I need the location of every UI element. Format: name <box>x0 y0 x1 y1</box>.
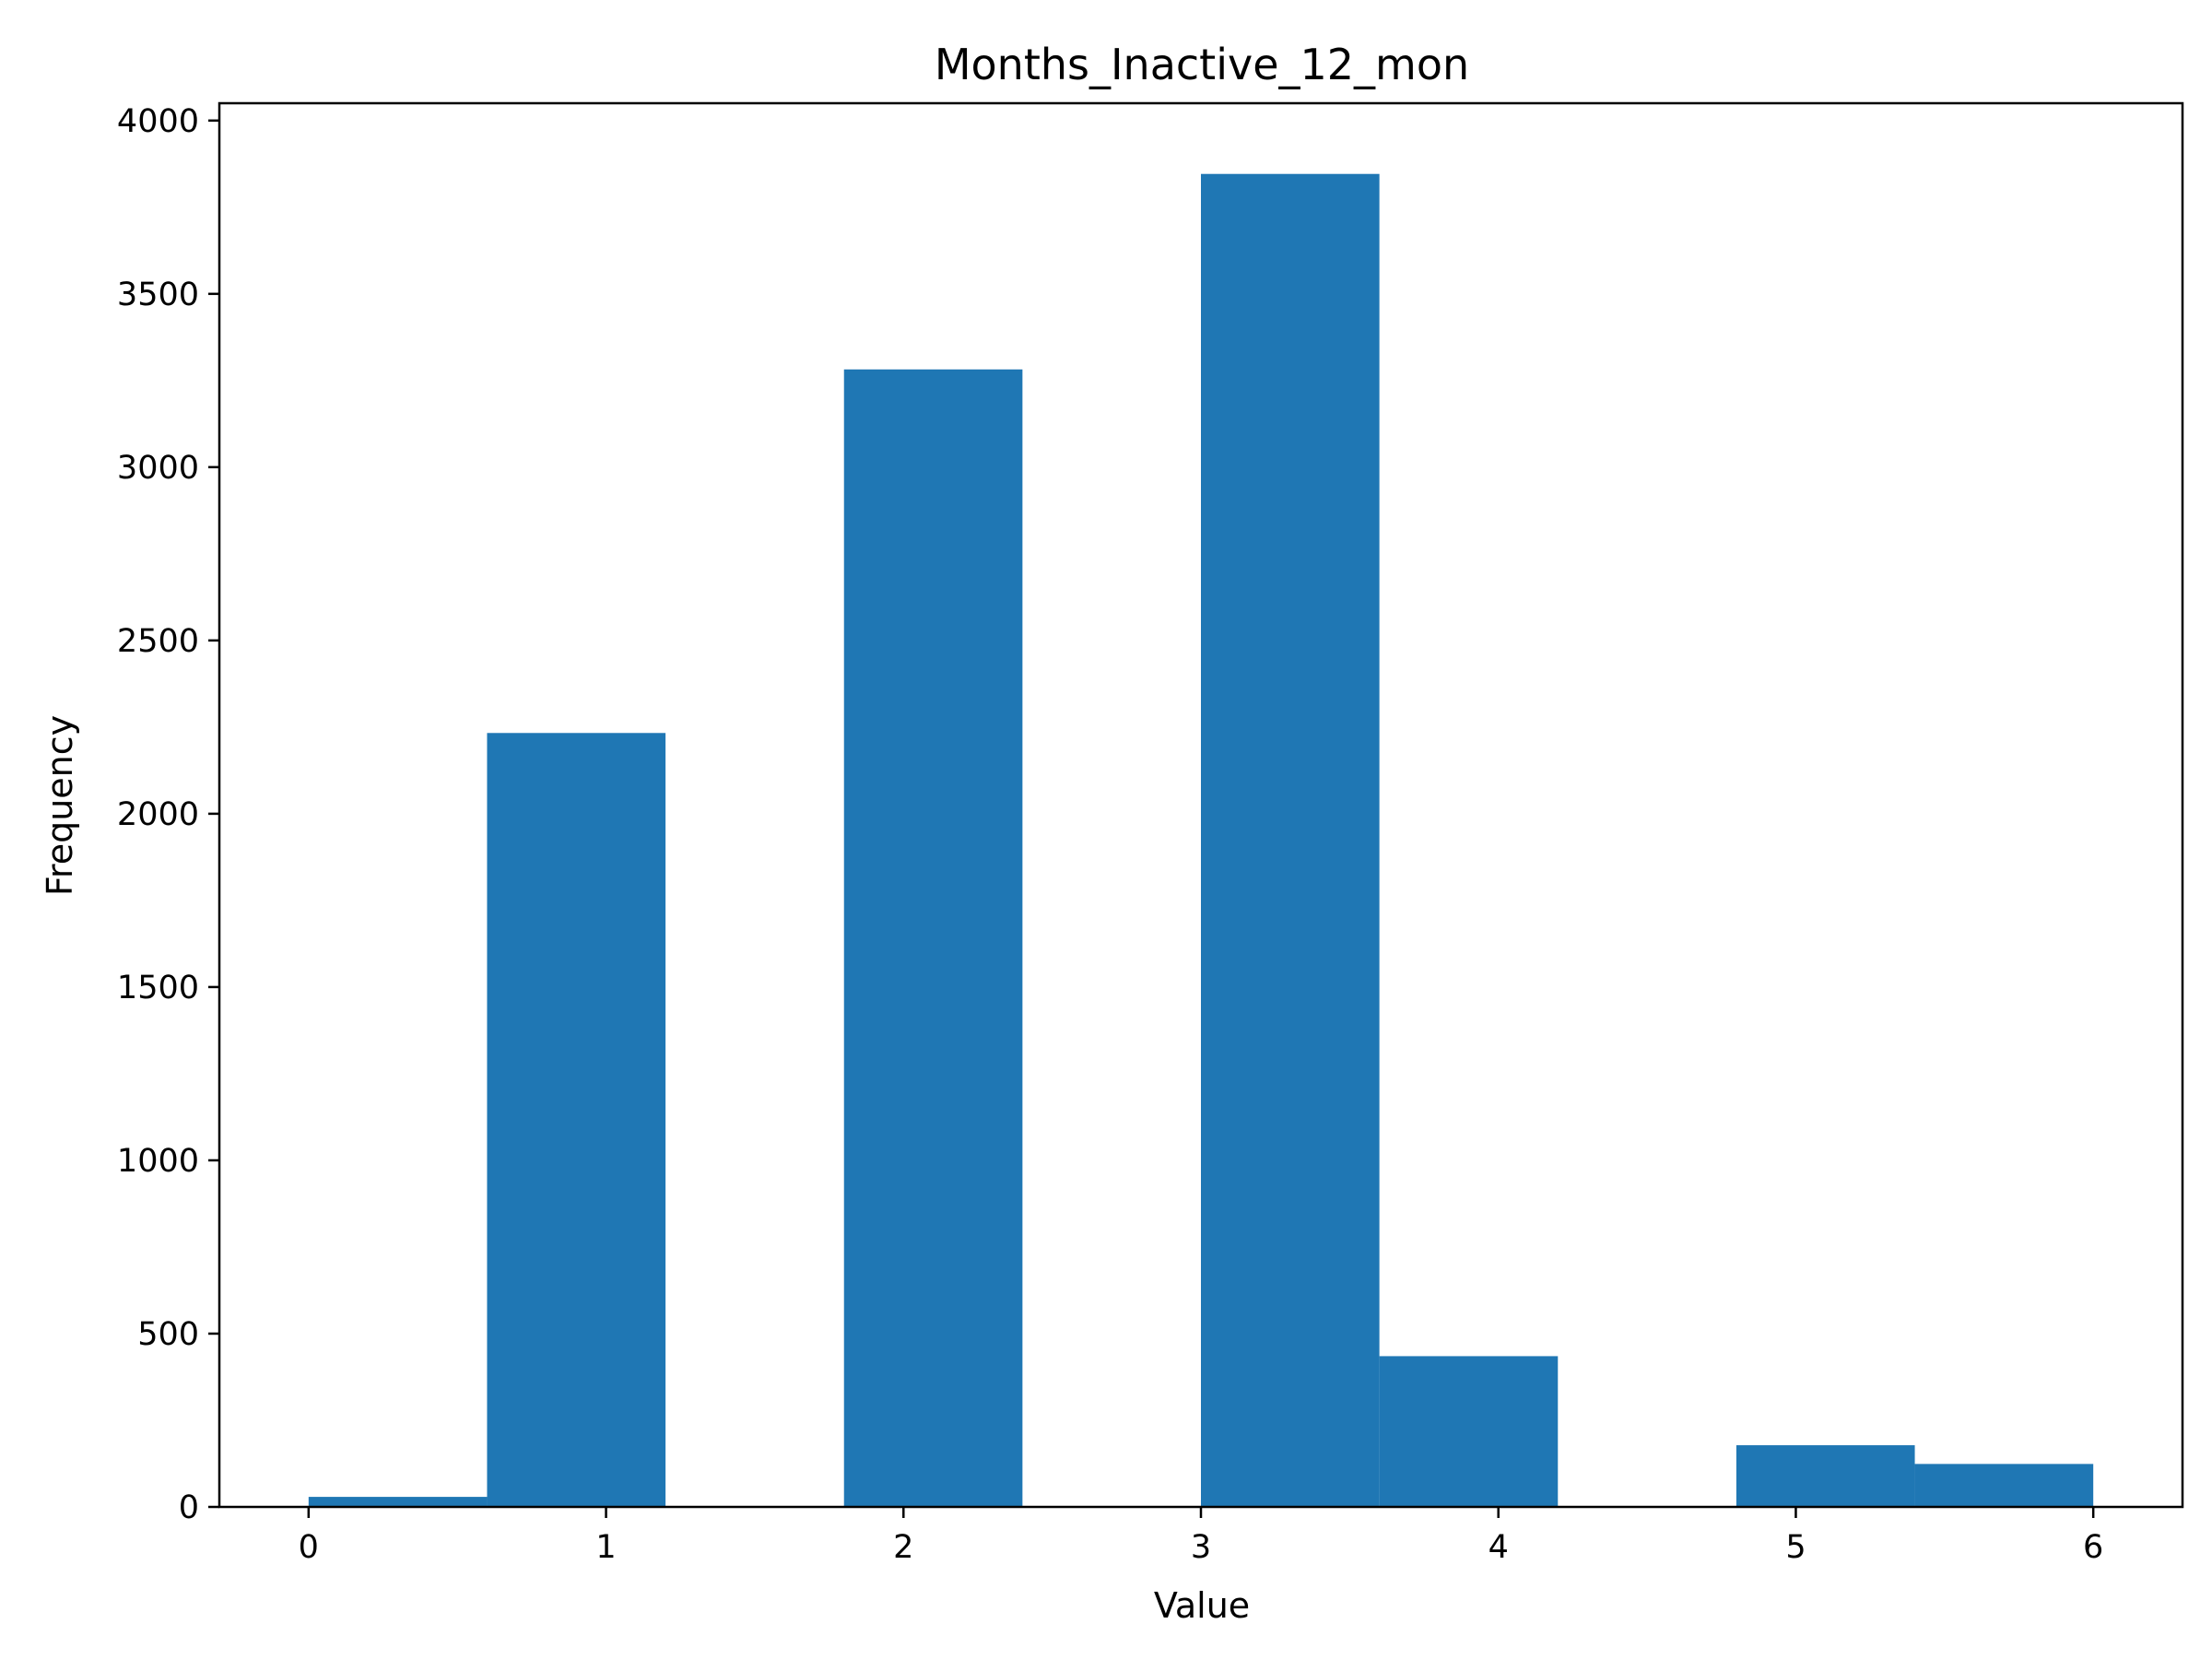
x-tick-label: 4 <box>1488 1529 1509 1566</box>
histogram-bar-9 <box>1914 1464 2094 1507</box>
y-axis-label: Frequency <box>40 715 80 896</box>
histogram-bar-6 <box>1379 1356 1559 1507</box>
histogram-bar-1 <box>487 733 666 1507</box>
histogram-bar-0 <box>308 1497 488 1507</box>
bars-group <box>308 173 2094 1508</box>
y-tick-label: 3000 <box>117 450 199 487</box>
x-axis-ticks: 0 1 2 3 4 5 6 <box>299 1507 2103 1566</box>
plot-frame <box>218 101 2184 1509</box>
x-tick-label: 6 <box>2083 1529 2103 1566</box>
chart-title: Months_Inactive_12_mon <box>935 40 1469 89</box>
x-tick-label: 3 <box>1191 1529 1211 1566</box>
histogram-bar-5 <box>1201 173 1380 1507</box>
x-tick-label: 1 <box>595 1529 616 1566</box>
histogram-bar-8 <box>1735 1445 1915 1507</box>
y-tick-label: 3500 <box>117 276 199 313</box>
y-tick-label: 2500 <box>117 623 199 660</box>
x-axis-label: Value <box>1154 1585 1250 1626</box>
y-tick-label: 500 <box>137 1316 199 1353</box>
y-tick-label: 1500 <box>117 970 199 1006</box>
x-tick-label: 5 <box>1785 1529 1806 1566</box>
y-tick-label: 0 <box>179 1489 199 1526</box>
histogram-bar-3 <box>843 369 1023 1508</box>
y-tick-label: 1000 <box>117 1143 199 1180</box>
x-tick-label: 0 <box>299 1529 319 1566</box>
x-tick-label: 2 <box>893 1529 913 1566</box>
y-tick-label: 2000 <box>117 796 199 833</box>
y-axis-ticks: 0 500 1000 1500 2000 2500 3000 3500 4000 <box>117 103 219 1526</box>
y-tick-label: 4000 <box>117 103 199 140</box>
